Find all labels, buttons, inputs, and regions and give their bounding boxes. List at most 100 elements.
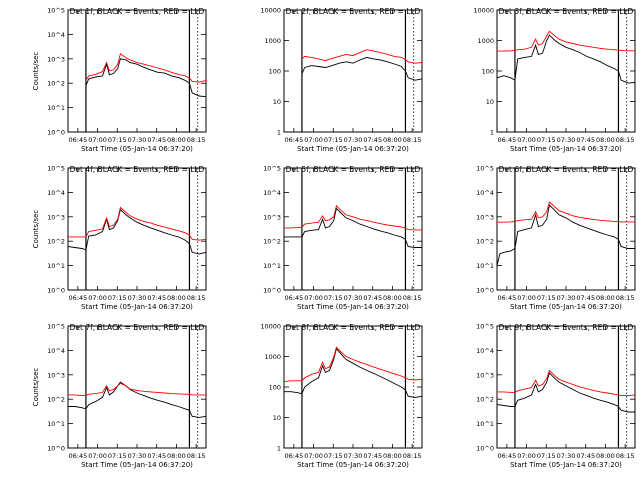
x-axis-label: Start Time (05-Jan-14 06:37:20) xyxy=(510,145,622,153)
x-tick-label: 07:45 xyxy=(576,452,595,460)
x-tick-label: 07:30 xyxy=(128,136,147,144)
y-tick-label: 10^3 xyxy=(476,213,494,221)
x-tick-label: 07:30 xyxy=(557,136,576,144)
events-series-line xyxy=(284,347,423,399)
y-tick-label: 100 xyxy=(269,68,281,76)
x-tick-label: 07:00 xyxy=(88,452,107,460)
y-tick-label: 1000 xyxy=(264,37,281,45)
x-tick-label: 07:15 xyxy=(324,452,343,460)
x-tick-label: 07:45 xyxy=(576,294,595,302)
x-tick-label: 07:30 xyxy=(128,452,147,460)
y-tick-label: 10^2 xyxy=(47,238,65,246)
x-tick-label: 07:00 xyxy=(88,136,107,144)
events-series-line xyxy=(67,208,207,255)
y-tick-label: 10^4 xyxy=(47,189,65,197)
events-series-line xyxy=(496,34,636,84)
x-tick-label: 06:45 xyxy=(68,136,87,144)
y-tick-label: 10000 xyxy=(260,7,281,15)
x-tick-label: 07:30 xyxy=(344,136,363,144)
x-axis-label: Start Time (05-Jan-14 06:37:20) xyxy=(81,461,193,469)
y-tick-label: 1 xyxy=(277,129,281,137)
x-tick-label: 08:00 xyxy=(167,136,186,144)
y-tick-label: 1000 xyxy=(264,353,281,361)
x-tick-label: 08:15 xyxy=(403,136,422,144)
y-tick-label: 1 xyxy=(490,129,494,137)
x-tick-label: 07:15 xyxy=(324,136,343,144)
x-axis-label: Start Time (05-Jan-14 06:37:20) xyxy=(510,461,622,469)
plot-frame xyxy=(496,325,636,449)
x-tick-label: 07:45 xyxy=(363,294,382,302)
x-tick-label: 06:45 xyxy=(68,294,87,302)
x-tick-label: 07:30 xyxy=(128,294,147,302)
x-tick-label: 07:00 xyxy=(517,294,536,302)
y-tick-label: 100 xyxy=(269,384,281,392)
x-tick-label: 07:15 xyxy=(108,294,127,302)
x-tick-label: 08:15 xyxy=(616,294,635,302)
y-tick-label: 10^1 xyxy=(263,262,281,270)
lld-series-line xyxy=(283,346,423,383)
x-tick-label: 07:00 xyxy=(304,136,323,144)
y-tick-label: 10^0 xyxy=(47,129,65,137)
x-tick-label: 08:00 xyxy=(383,294,402,302)
y-tick-label: 10^3 xyxy=(263,213,281,221)
x-tick-label: 06:45 xyxy=(284,294,303,302)
y-tick-label: 10^5 xyxy=(263,165,281,173)
x-tick-label: 07:00 xyxy=(304,452,323,460)
x-tick-label: 07:45 xyxy=(147,136,166,144)
x-tick-label: 06:45 xyxy=(68,452,87,460)
lld-series-line xyxy=(301,49,423,64)
x-tick-label: 07:15 xyxy=(537,452,556,460)
x-axis-label: Start Time (05-Jan-14 06:37:20) xyxy=(510,303,622,311)
lld-series-line xyxy=(497,30,635,52)
y-tick-label: 10^2 xyxy=(263,238,281,246)
y-tick-label: 10^0 xyxy=(47,445,65,453)
y-axis-label: Counts/sec xyxy=(32,368,40,407)
y-tick-label: 10^0 xyxy=(476,287,494,295)
y-tick-label: 10^2 xyxy=(47,80,65,88)
y-tick-label: 10^5 xyxy=(47,323,65,331)
y-tick-label: 10^4 xyxy=(476,347,494,355)
x-tick-label: 06:45 xyxy=(284,452,303,460)
y-tick-label: 10^3 xyxy=(47,55,65,63)
y-tick-label: 10^1 xyxy=(47,420,65,428)
x-tick-label: 06:45 xyxy=(497,294,516,302)
x-tick-label: 06:45 xyxy=(497,452,516,460)
y-tick-label: 10^0 xyxy=(47,287,65,295)
x-axis-label: Start Time (05-Jan-14 06:37:20) xyxy=(297,145,409,153)
lld-series-line xyxy=(68,382,206,397)
x-tick-label: 07:30 xyxy=(557,294,576,302)
x-tick-label: 08:00 xyxy=(167,294,186,302)
x-tick-label: 07:15 xyxy=(537,136,556,144)
y-tick-label: 10 xyxy=(486,98,494,106)
y-tick-label: 1000 xyxy=(477,37,494,45)
y-tick-label: 1 xyxy=(277,445,281,453)
x-tick-label: 08:15 xyxy=(187,136,206,144)
x-tick-label: 07:30 xyxy=(344,452,363,460)
x-tick-label: 08:00 xyxy=(383,136,402,144)
y-tick-label: 10^2 xyxy=(47,396,65,404)
events-series-line xyxy=(284,207,422,248)
x-axis-label: Start Time (05-Jan-14 06:37:20) xyxy=(297,461,409,469)
x-axis-label: Start Time (05-Jan-14 06:37:20) xyxy=(81,303,193,311)
x-tick-label: 07:45 xyxy=(147,294,166,302)
x-tick-label: 07:45 xyxy=(147,452,166,460)
events-series-line xyxy=(301,56,423,81)
y-tick-label: 10^5 xyxy=(476,165,494,173)
x-tick-label: 07:45 xyxy=(363,136,382,144)
plot-frame xyxy=(283,167,423,291)
y-tick-label: 10000 xyxy=(260,323,281,331)
x-tick-label: 08:15 xyxy=(187,452,206,460)
events-series-line xyxy=(496,204,635,266)
y-tick-label: 10^3 xyxy=(47,371,65,379)
y-tick-label: 10^4 xyxy=(263,189,281,197)
x-tick-label: 07:45 xyxy=(576,136,595,144)
x-tick-label: 07:15 xyxy=(108,136,127,144)
y-tick-label: 10^1 xyxy=(476,420,494,428)
y-tick-label: 10^3 xyxy=(476,371,494,379)
lld-series-line xyxy=(497,369,636,397)
y-tick-label: 10^5 xyxy=(47,165,65,173)
x-tick-label: 08:15 xyxy=(616,452,635,460)
